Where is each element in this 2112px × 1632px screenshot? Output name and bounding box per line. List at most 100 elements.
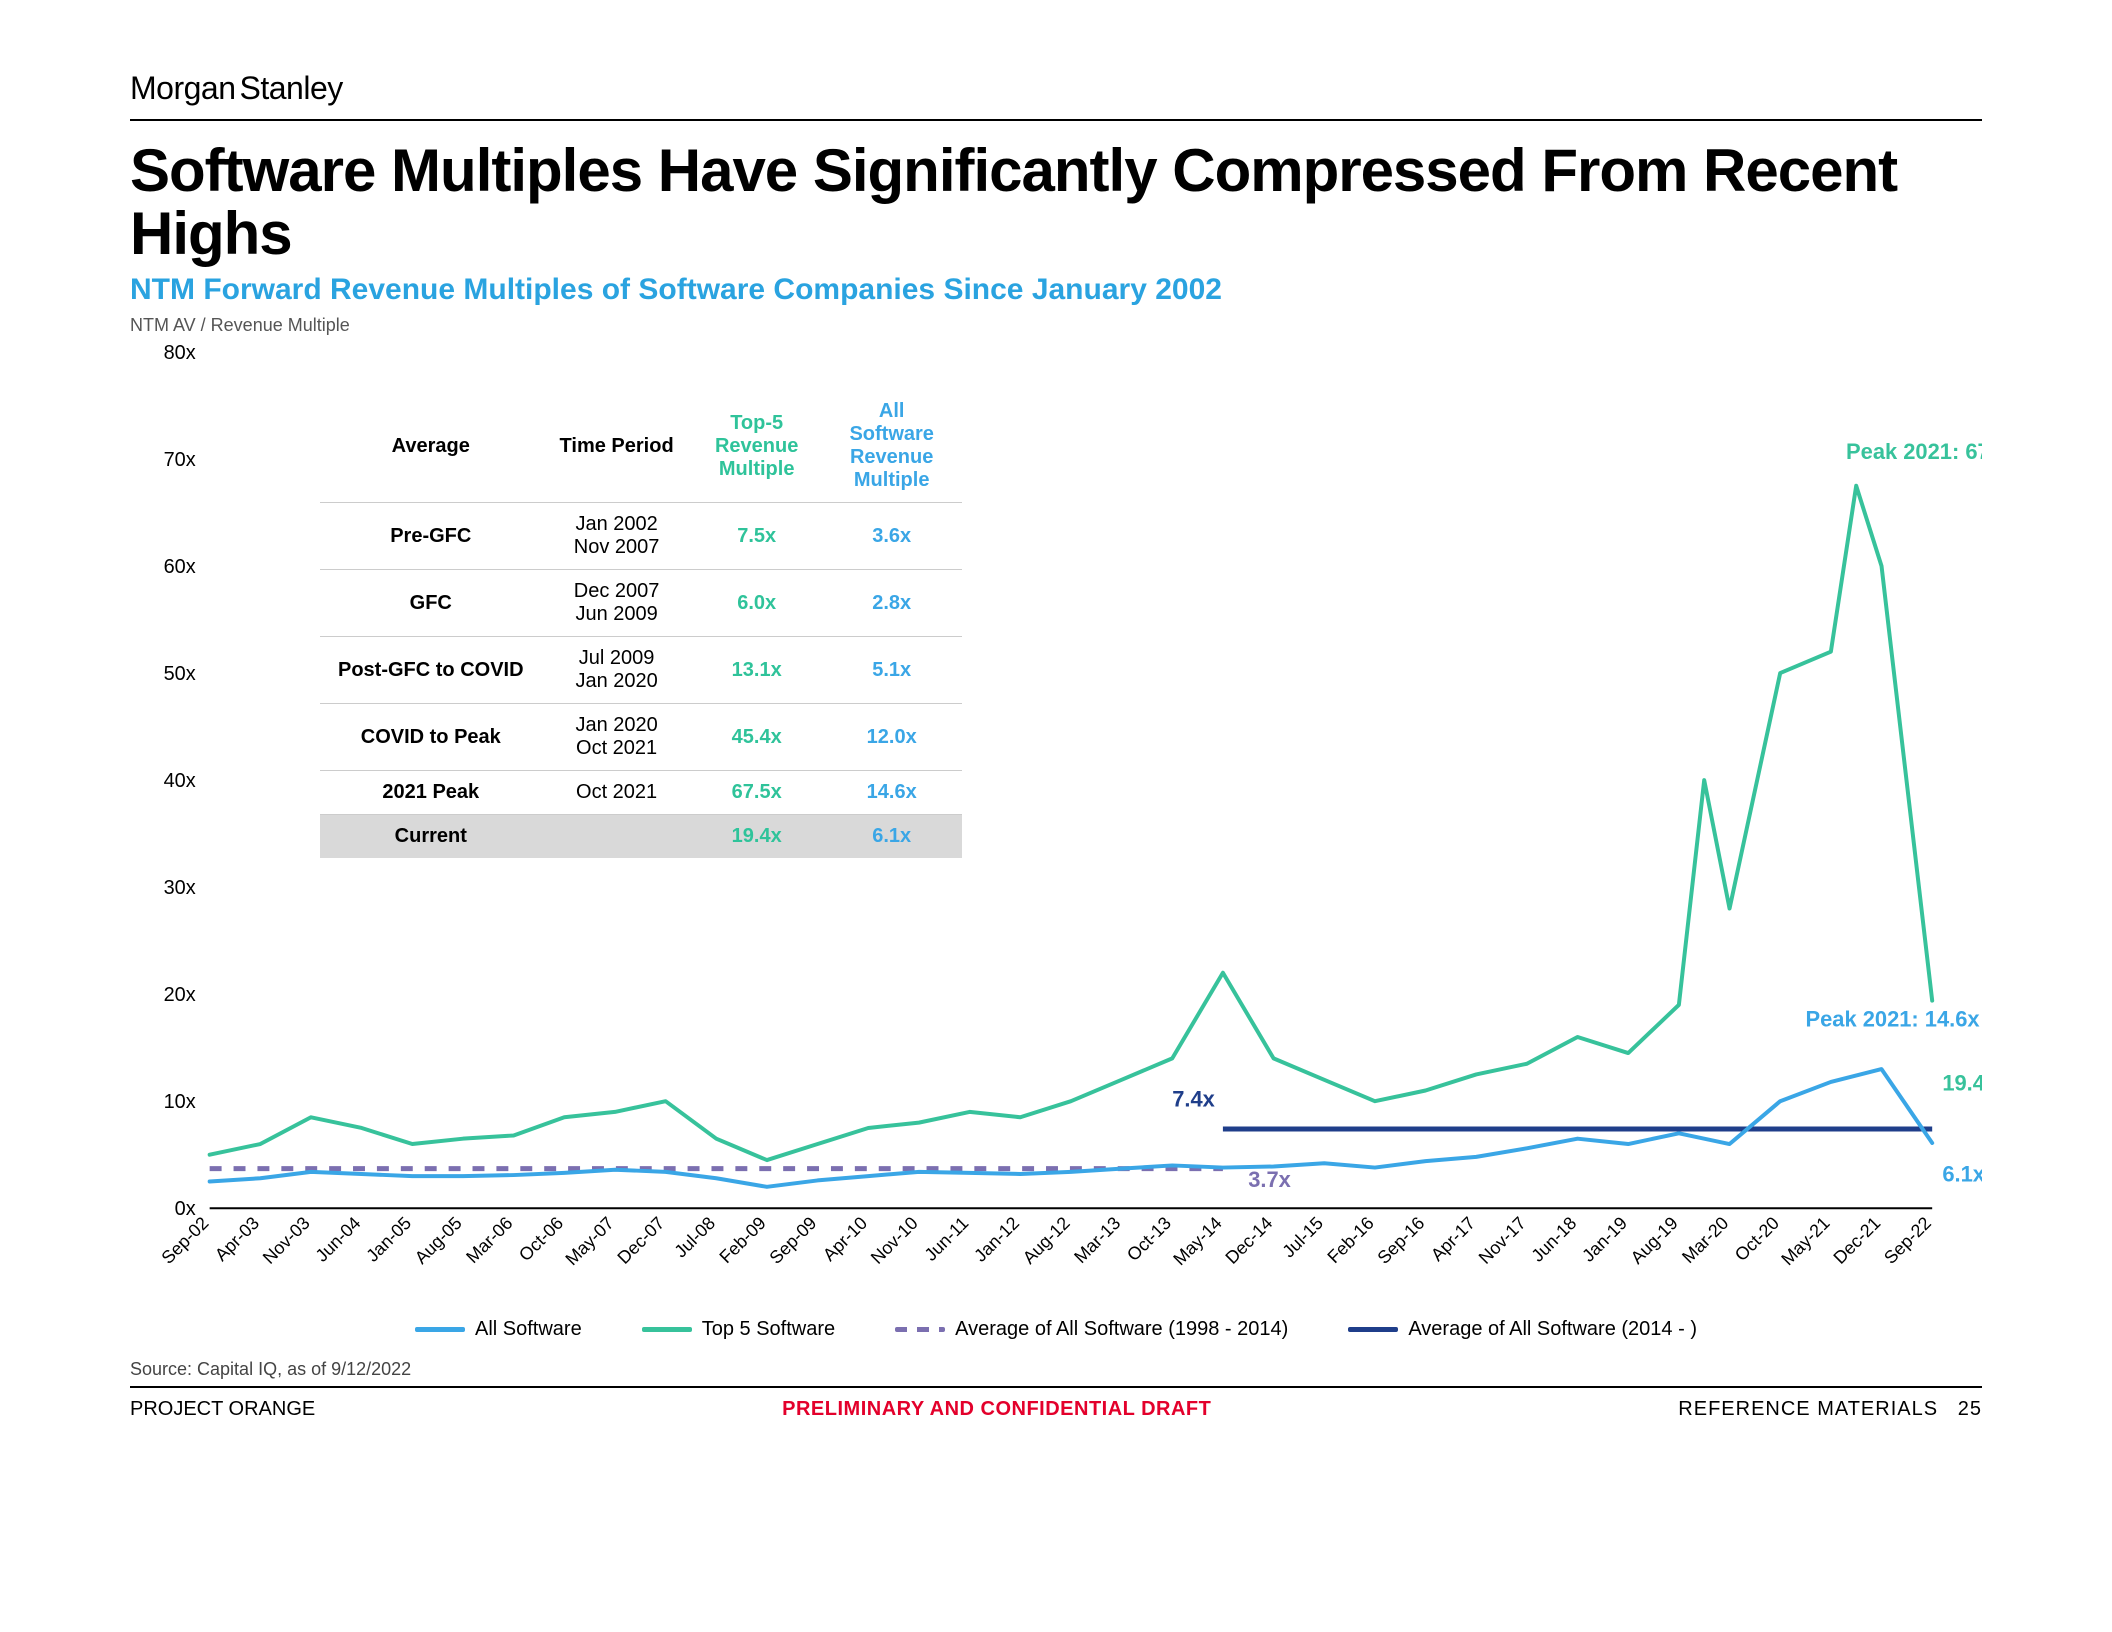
x-tick-label: Aug-05 [411,1213,466,1268]
x-tick-label: Mar-06 [462,1213,516,1267]
x-tick-label: Sep-02 [158,1213,213,1268]
x-tick-label: Jun-04 [312,1213,365,1266]
x-tick-label: Jun-18 [1528,1213,1581,1266]
x-tick-label: Apr-17 [1427,1213,1479,1265]
row-all: 12.0x [822,704,962,771]
legend-item: Top 5 Software [642,1318,835,1341]
row-top5: 19.4x [692,815,822,859]
x-tick-label: Sep-16 [1373,1213,1428,1268]
row-all: 2.8x [822,570,962,637]
row-label: Current [320,815,542,859]
x-tick-label: Jul-08 [670,1213,719,1262]
y-tick-label: 10x [164,1091,196,1113]
chart-annotation: 6.1x [1942,1161,1982,1186]
x-tick-label: Sep-22 [1880,1213,1935,1268]
row-period: Jan 2020Oct 2021 [542,704,692,771]
row-period: Dec 2007Jun 2009 [542,570,692,637]
legend-swatch [1348,1327,1398,1332]
y-tick-label: 50x [164,663,196,685]
table-row: COVID to PeakJan 2020Oct 202145.4x12.0x [320,704,962,771]
chart-annotation: Peak 2021: 67.5x [1846,439,1982,464]
table-row: Pre-GFCJan 2002Nov 20077.5x3.6x [320,503,962,570]
chart-annotation: 19.4x [1942,1071,1982,1096]
x-tick-label: Feb-16 [1323,1213,1377,1267]
row-period: Jan 2002Nov 2007 [542,503,692,570]
x-tick-label: Oct-13 [1123,1213,1175,1265]
y-tick-label: 60x [164,556,196,578]
table-header-row: Average Time Period Top-5 Revenue Multip… [320,390,962,503]
y-tick-label: 40x [164,770,196,792]
x-tick-label: Dec-07 [613,1213,668,1268]
rule-bottom [130,1386,1982,1388]
y-tick-label: 20x [164,984,196,1006]
footer: PROJECT ORANGE PRELIMINARY AND CONFIDENT… [130,1398,1982,1421]
x-tick-label: Dec-21 [1829,1213,1884,1268]
chart-annotation: Peak 2021: 14.6x [1806,1006,1981,1031]
x-tick-label: Mar-20 [1678,1213,1732,1267]
x-tick-label: Jun-11 [921,1213,973,1265]
row-period [542,815,692,859]
x-tick-label: Nov-10 [867,1213,922,1268]
th-top5: Top-5 Revenue Multiple [692,390,822,503]
th-all: All Software Revenue Multiple [822,390,962,503]
rule-top [130,119,1982,121]
row-top5: 13.1x [692,637,822,704]
x-tick-label: Sep-09 [765,1213,820,1268]
x-tick-label: Jan-19 [1578,1213,1631,1266]
x-tick-label: Aug-19 [1627,1213,1682,1268]
footer-right-label: REFERENCE MATERIALS [1678,1398,1938,1420]
summary-table: Average Time Period Top-5 Revenue Multip… [320,390,962,858]
page-subtitle: NTM Forward Revenue Multiples of Softwar… [130,273,1982,307]
th-period: Time Period [542,390,692,503]
row-top5: 67.5x [692,771,822,815]
x-tick-label: Mar-13 [1070,1213,1124,1267]
legend-label: Average of All Software (1998 - 2014) [955,1318,1288,1341]
brand-logo: MorganStanley [130,70,1982,107]
table-row: 2021 PeakOct 202167.5x14.6x [320,771,962,815]
row-top5: 6.0x [692,570,822,637]
row-all: 5.1x [822,637,962,704]
x-tick-label: Dec-14 [1221,1213,1276,1268]
table-row: Post-GFC to COVIDJul 2009Jan 202013.1x5.… [320,637,962,704]
chart-annotation: 7.4x [1172,1087,1215,1112]
brand-part2: Stanley [240,70,343,106]
y-tick-label: 80x [164,342,196,364]
legend-label: Average of All Software (2014 - ) [1408,1318,1697,1341]
chart-annotation: 3.7x [1248,1167,1291,1192]
y-tick-label: 70x [164,449,196,471]
x-tick-label: Aug-12 [1019,1213,1074,1268]
page-number: 25 [1958,1398,1982,1420]
legend-label: All Software [475,1318,582,1341]
legend-item: Average of All Software (2014 - ) [1348,1318,1697,1341]
x-tick-label: May-14 [1169,1213,1225,1269]
table-row: GFCDec 2007Jun 20096.0x2.8x [320,570,962,637]
summary-table-el: Average Time Period Top-5 Revenue Multip… [320,390,962,858]
x-tick-label: Apr-03 [211,1213,263,1265]
x-tick-label: Feb-09 [716,1213,770,1267]
row-label: 2021 Peak [320,771,542,815]
legend-item: All Software [415,1318,582,1341]
y-tick-label: 0x [175,1198,196,1220]
source-note: Source: Capital IQ, as of 9/12/2022 [130,1359,1982,1380]
brand-part1: Morgan [130,70,236,106]
row-all: 3.6x [822,503,962,570]
chart-area: 0x10x20x30x40x50x60x70x80xSep-02Apr-03No… [130,342,1982,1312]
row-all: 14.6x [822,771,962,815]
legend-item: Average of All Software (1998 - 2014) [895,1318,1288,1341]
footer-mid: PRELIMINARY AND CONFIDENTIAL DRAFT [782,1398,1211,1421]
row-period: Oct 2021 [542,771,692,815]
x-tick-label: Jul-15 [1278,1213,1327,1262]
row-top5: 7.5x [692,503,822,570]
page-title: Software Multiples Have Significantly Co… [130,139,1982,265]
x-tick-label: Jan-05 [362,1213,415,1266]
footer-left: PROJECT ORANGE [130,1398,315,1421]
x-tick-label: Nov-03 [259,1213,314,1268]
x-tick-label: Jan-12 [970,1213,1023,1266]
slide: MorganStanley Software Multiples Have Si… [0,0,2112,1632]
row-label: Post-GFC to COVID [320,637,542,704]
th-average: Average [320,390,542,503]
legend-swatch [642,1327,692,1332]
x-tick-label: Oct-20 [1731,1213,1783,1265]
y-axis-title: NTM AV / Revenue Multiple [130,315,1982,336]
row-top5: 45.4x [692,704,822,771]
